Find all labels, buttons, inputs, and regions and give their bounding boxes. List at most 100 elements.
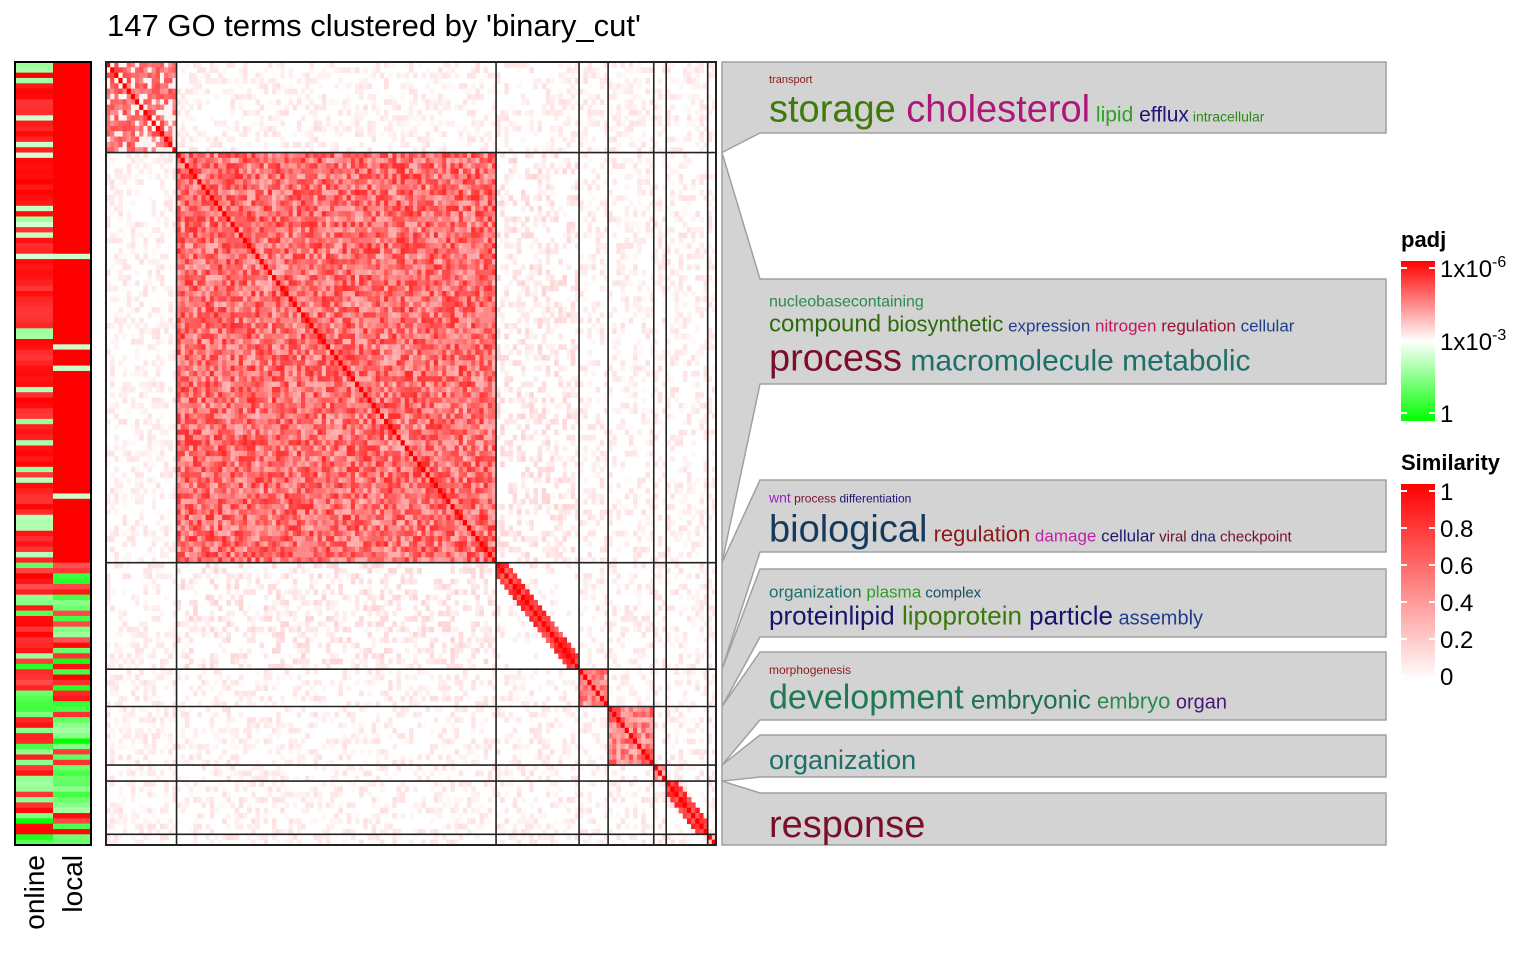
heatmap-cell xyxy=(699,173,704,180)
heatmap-cell xyxy=(421,163,426,169)
heatmap-cell xyxy=(375,333,381,340)
heatmap-cell xyxy=(471,253,476,260)
heatmap-cell xyxy=(218,157,223,164)
heatmap-cell xyxy=(313,253,319,260)
heatmap-cell xyxy=(118,259,123,265)
heatmap-cell xyxy=(313,317,319,324)
heatmap-cell xyxy=(226,189,231,196)
heatmap-cell xyxy=(288,259,294,265)
heatmap-cell xyxy=(234,184,240,191)
heatmap-cell xyxy=(164,168,169,175)
heatmap-cell xyxy=(359,296,364,303)
heatmap-cell xyxy=(168,62,173,68)
heatmap-cell xyxy=(201,317,206,324)
heatmap-cell xyxy=(467,211,472,217)
heatmap-cell xyxy=(682,243,688,249)
heatmap-cell xyxy=(479,307,485,313)
heatmap-cell xyxy=(545,243,551,249)
heatmap-cell xyxy=(309,328,314,335)
heatmap-cell xyxy=(487,205,493,212)
heatmap-cell xyxy=(122,264,128,271)
heatmap-cell xyxy=(574,67,580,74)
heatmap-cell xyxy=(201,189,206,196)
heatmap-cell xyxy=(363,344,368,351)
heatmap-cell xyxy=(707,77,713,84)
heatmap-cell xyxy=(491,83,497,90)
heatmap-cell xyxy=(143,125,148,132)
heatmap-cell xyxy=(566,237,572,244)
heatmap-cell xyxy=(359,285,364,292)
heatmap-cell xyxy=(255,275,260,281)
heatmap-cell xyxy=(226,179,231,185)
heatmap-cell xyxy=(255,152,260,159)
heatmap-cell xyxy=(139,125,144,132)
heatmap-cell xyxy=(301,131,306,137)
heatmap-cell xyxy=(520,205,526,212)
heatmap-cell xyxy=(558,147,563,153)
heatmap-cell xyxy=(267,179,273,185)
heatmap-cell xyxy=(462,200,468,207)
heatmap-cell xyxy=(230,173,236,180)
heatmap-cell xyxy=(305,104,310,111)
heatmap-cell xyxy=(201,72,206,79)
heatmap-cell xyxy=(433,227,439,233)
heatmap-cell xyxy=(450,269,455,276)
heatmap-cell xyxy=(450,248,455,255)
heatmap-cell xyxy=(180,99,186,106)
heatmap-cell xyxy=(305,163,310,169)
heatmap-cell xyxy=(384,179,389,185)
heatmap-cell xyxy=(475,216,480,223)
heatmap-cell xyxy=(520,264,526,271)
heatmap-cell xyxy=(483,275,489,281)
heatmap-cell xyxy=(446,221,451,228)
heatmap-cell xyxy=(151,307,157,313)
heatmap-cell xyxy=(342,232,348,239)
heatmap-cell xyxy=(317,317,323,324)
heatmap-cell xyxy=(350,285,356,292)
heatmap-cell xyxy=(566,141,572,148)
heatmap-cell xyxy=(649,157,655,164)
heatmap-cell xyxy=(164,62,169,68)
heatmap-cell xyxy=(400,264,406,271)
heatmap-cell xyxy=(110,323,115,329)
heatmap-cell xyxy=(446,157,451,164)
heatmap-cell xyxy=(276,323,281,329)
heatmap-cell xyxy=(686,131,692,137)
heatmap-cell xyxy=(359,237,364,244)
heatmap-cell xyxy=(184,317,190,324)
heatmap-cell xyxy=(309,280,314,287)
heatmap-cell xyxy=(130,88,136,95)
heatmap-cell xyxy=(267,195,273,201)
heatmap-cell xyxy=(143,147,148,153)
heatmap-cell xyxy=(695,323,700,329)
heatmap-cell xyxy=(317,120,323,127)
heatmap-cell xyxy=(205,291,211,297)
heatmap-cell xyxy=(126,163,132,169)
heatmap-cell xyxy=(188,163,194,169)
heatmap-cell xyxy=(106,179,111,185)
heatmap-cell xyxy=(711,104,717,111)
heatmap-cell xyxy=(413,216,418,223)
heatmap-cell xyxy=(541,157,547,164)
heatmap-cell xyxy=(454,269,460,276)
heatmap-cell xyxy=(114,232,119,239)
heatmap-cell xyxy=(437,344,443,351)
heatmap-cell xyxy=(566,62,572,68)
heatmap-cell xyxy=(421,211,426,217)
heatmap-cell xyxy=(446,83,451,90)
heatmap-cell xyxy=(151,200,157,207)
heatmap-cell xyxy=(172,93,177,100)
heatmap-cell xyxy=(491,216,497,223)
heatmap-cell xyxy=(591,259,597,265)
heatmap-cell xyxy=(151,72,157,79)
heatmap-cell xyxy=(421,291,426,297)
heatmap-cell xyxy=(139,109,144,116)
heatmap-cell xyxy=(230,291,236,297)
heatmap-cell xyxy=(562,168,568,175)
heatmap-cell xyxy=(379,243,385,249)
heatmap-cell xyxy=(330,301,335,308)
heatmap-cell xyxy=(271,285,277,292)
heatmap-cell xyxy=(404,253,410,260)
heatmap-cell xyxy=(205,285,211,292)
heatmap-cell xyxy=(238,259,244,265)
